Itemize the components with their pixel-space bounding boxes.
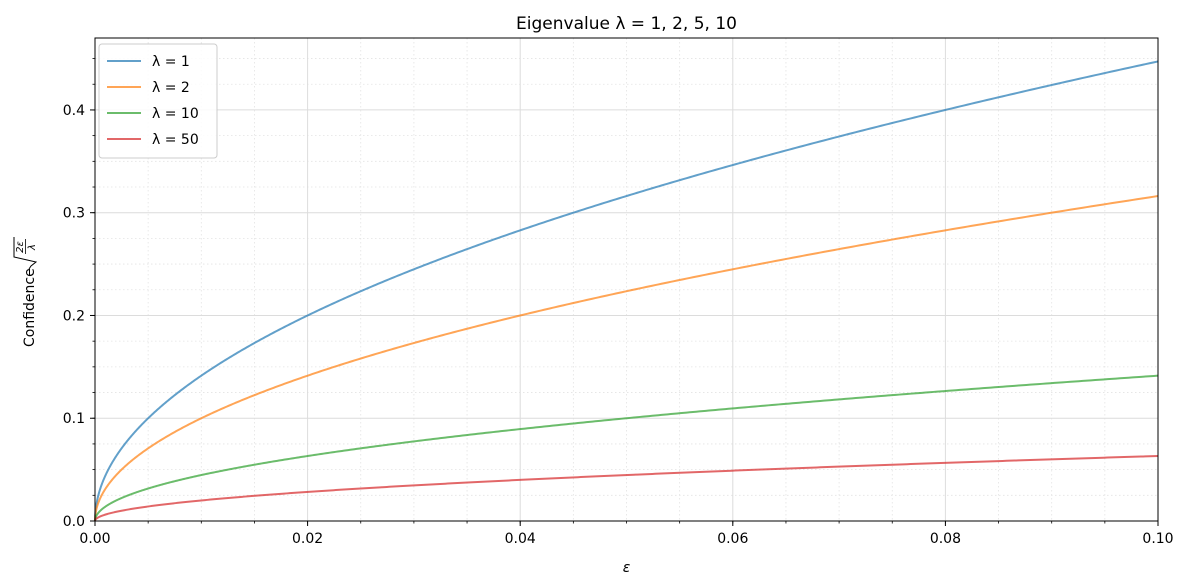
y-tick-label: 0.0 xyxy=(63,514,85,530)
y-axis-label-numerator: 2ε xyxy=(15,241,26,253)
legend-label-3: λ = 10 xyxy=(152,106,199,122)
y-tick-label: 0.3 xyxy=(63,206,85,222)
legend-label-1: λ = 1 xyxy=(152,54,190,70)
x-tick-label: 0.08 xyxy=(930,531,961,547)
legend: λ = 1 λ = 2 λ = 10 λ = 50 xyxy=(98,43,218,159)
y-tick-label: 0.4 xyxy=(63,103,85,119)
legend-label-2: λ = 2 xyxy=(152,80,190,96)
x-tick-label: 0.02 xyxy=(292,531,323,547)
series-line-4 xyxy=(94,455,1159,522)
y-axis-label-text: Confidence xyxy=(22,268,38,347)
y-axis-label: Confidence 2ε λ xyxy=(13,237,38,347)
series-line-2 xyxy=(94,195,1159,521)
chart-title: Eigenvalue λ = 1, 2, 5, 10 xyxy=(516,14,737,34)
x-axis-label: ε xyxy=(623,560,631,576)
y-tick-label: 0.1 xyxy=(63,411,85,427)
y-axis-label-denominator: λ xyxy=(27,244,38,251)
series-line-1 xyxy=(94,60,1159,521)
ticks: 0.00 0.02 0.04 0.06 0.08 0.10 0.0 0.1 0.2 0.3 0.4 xyxy=(63,58,1174,547)
x-tick-label: 0.00 xyxy=(79,531,110,547)
series-layer xyxy=(94,60,1159,522)
legend-label-4: λ = 50 xyxy=(152,132,199,148)
x-tick-label: 0.06 xyxy=(717,531,748,547)
x-tick-label: 0.04 xyxy=(505,531,536,547)
x-tick-label: 0.10 xyxy=(1142,531,1173,547)
y-axis-label-radical xyxy=(13,237,38,270)
legend-box xyxy=(98,43,218,159)
series-line-3 xyxy=(94,374,1159,521)
y-tick-label: 0.2 xyxy=(63,308,85,324)
